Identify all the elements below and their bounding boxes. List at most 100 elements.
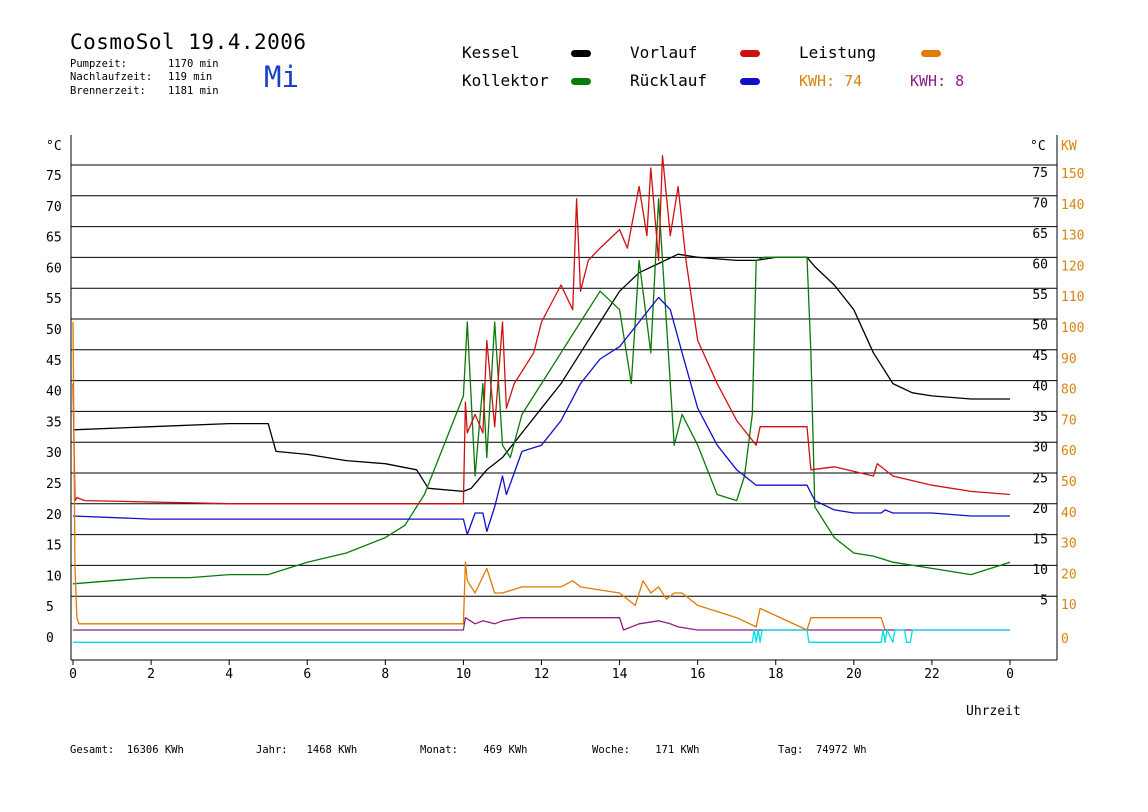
x-tick-label: 18 <box>768 667 784 682</box>
x-tick-label: 6 <box>303 667 311 682</box>
series-line-4 <box>72 321 889 631</box>
y-tick-label-right-temp: 55 <box>1032 288 1048 303</box>
y-tick-label-left: 55 <box>46 292 62 307</box>
y-tick-label-right-power: 110 <box>1061 290 1084 305</box>
x-tick-label: 20 <box>846 667 862 682</box>
y-tick-label-right-temp: 45 <box>1032 349 1048 364</box>
y-tick-label-right-power: 20 <box>1061 567 1077 582</box>
series-line-5 <box>73 617 1010 631</box>
info-label: Pumpzeit: <box>70 58 127 70</box>
footer-label: Monat: <box>420 744 458 756</box>
x-tick-label: 0 <box>69 667 77 682</box>
y-tick-label-left: 35 <box>46 415 62 430</box>
y-tick-label-right-power: 60 <box>1061 444 1077 459</box>
footer-tag: Tag: 74972 Wh <box>778 744 867 756</box>
y-tick-label-right-power: 150 <box>1061 167 1084 182</box>
legend-kessel-swatch <box>571 50 591 57</box>
footer-label: Tag: <box>778 744 804 756</box>
y-tick-label-left: 25 <box>46 477 62 492</box>
x-tick-label: 10 <box>456 667 472 682</box>
y-tick-label-right-temp: 5 <box>1040 593 1048 608</box>
y-tick-label-left: 70 <box>46 200 62 215</box>
y-tick-label-right-power: 30 <box>1061 537 1077 552</box>
legend-kollektor-label: Kollektor <box>462 71 549 90</box>
info-value: 119 min <box>168 71 213 83</box>
footer-value: 469 KWh <box>483 744 528 756</box>
footer-label: Woche: <box>592 744 630 756</box>
kwh-total-label: KWH: 74 <box>799 72 863 90</box>
y-tick-label-right-power: 120 <box>1061 259 1084 274</box>
x-tick-label: 0 <box>1006 667 1014 682</box>
y-tick-label-left: 50 <box>46 323 62 338</box>
info-brennerzeit: Brennerzeit: 1181 min <box>70 85 219 97</box>
y-tick-label-right-temp: 25 <box>1032 471 1048 486</box>
info-value: 1170 min <box>168 58 219 70</box>
y-tick-label-right-power: 0 <box>1061 632 1069 647</box>
footer-label: Gesamt: <box>70 744 115 756</box>
y-axis-label-right-temp: °C <box>1030 139 1046 154</box>
series-line-2 <box>72 155 1011 505</box>
y-tick-label-right-temp: 15 <box>1032 532 1048 547</box>
y-tick-label-left: 5 <box>46 600 54 615</box>
y-tick-label-right-power: 90 <box>1061 352 1077 367</box>
series-line-3 <box>72 296 1010 536</box>
chart-title: CosmoSol 19.4.2006 <box>70 30 307 54</box>
y-axis-label-left: °C <box>46 139 62 154</box>
y-tick-label-right-temp: 70 <box>1032 196 1048 211</box>
footer-value: 171 KWh <box>655 744 700 756</box>
x-tick-label: 4 <box>225 667 233 682</box>
footer-monat: Monat: 469 KWh <box>420 744 528 756</box>
footer-value: 16306 KWh <box>126 744 184 756</box>
y-tick-label-left: 0 <box>46 631 54 646</box>
y-tick-label-left: 60 <box>46 261 62 276</box>
y-tick-label-left: 45 <box>46 354 62 369</box>
legend-leistung-swatch <box>921 50 941 57</box>
y-tick-label-left: 40 <box>46 385 62 400</box>
y-tick-label-right-power: 40 <box>1061 506 1077 521</box>
legend-kollektor-swatch <box>571 78 591 85</box>
footer-jahr: Jahr: 1468 KWh <box>256 744 357 756</box>
legend-ruecklauf-swatch <box>740 78 760 85</box>
y-tick-label-right-power: 140 <box>1061 198 1084 213</box>
footer-gesamt: Gesamt: 16306 KWh <box>70 744 184 756</box>
info-label: Nachlaufzeit: <box>70 71 153 83</box>
y-tick-label-right-temp: 60 <box>1032 257 1048 272</box>
y-tick-label-right-temp: 50 <box>1032 319 1048 334</box>
x-axis-label: Uhrzeit <box>966 704 1021 719</box>
y-tick-label-right-temp: 10 <box>1032 563 1048 578</box>
y-tick-label-right-power: 80 <box>1061 383 1077 398</box>
info-value: 1181 min <box>168 85 219 97</box>
y-tick-label-left: 65 <box>46 231 62 246</box>
y-tick-label-right-power: 70 <box>1061 413 1077 428</box>
y-tick-label-right-temp: 65 <box>1032 227 1048 242</box>
legend-leistung-label: Leistung <box>799 43 877 62</box>
legend-vorlauf-swatch <box>740 50 760 57</box>
y-tick-label-left: 75 <box>46 169 62 184</box>
x-tick-label: 14 <box>612 667 628 682</box>
y-tick-label-right-power: 50 <box>1061 475 1077 490</box>
y-tick-label-right-power: 100 <box>1061 321 1084 336</box>
y-axis-label-right-power: KW <box>1061 139 1077 154</box>
x-tick-label: 12 <box>534 667 550 682</box>
footer-value: 74972 Wh <box>815 744 867 756</box>
series-line-6 <box>73 629 1010 643</box>
weekday-label: Mi <box>264 60 299 94</box>
series-line-0 <box>72 253 1010 493</box>
x-tick-label: 22 <box>924 667 940 682</box>
info-label: Brennerzeit: <box>70 85 146 97</box>
y-tick-label-right-temp: 75 <box>1032 166 1048 181</box>
y-tick-label-left: 30 <box>46 446 62 461</box>
y-tick-label-right-temp: 40 <box>1032 380 1048 395</box>
info-nachlaufzeit: Nachlaufzeit: 119 min <box>70 71 212 83</box>
y-tick-label-left: 20 <box>46 508 62 523</box>
legend-ruecklauf-label: Rücklauf <box>630 71 708 90</box>
legend-kessel-label: Kessel <box>462 43 520 62</box>
info-pumpzeit: Pumpzeit: 1170 min <box>70 58 219 70</box>
y-tick-label-right-power: 130 <box>1061 229 1084 244</box>
kwh-second-label: KWH: 8 <box>910 72 965 90</box>
y-tick-label-left: 15 <box>46 539 62 554</box>
y-tick-label-right-power: 10 <box>1061 598 1077 613</box>
y-tick-label-right-temp: 30 <box>1032 441 1048 456</box>
legend-vorlauf-label: Vorlauf <box>630 43 698 62</box>
